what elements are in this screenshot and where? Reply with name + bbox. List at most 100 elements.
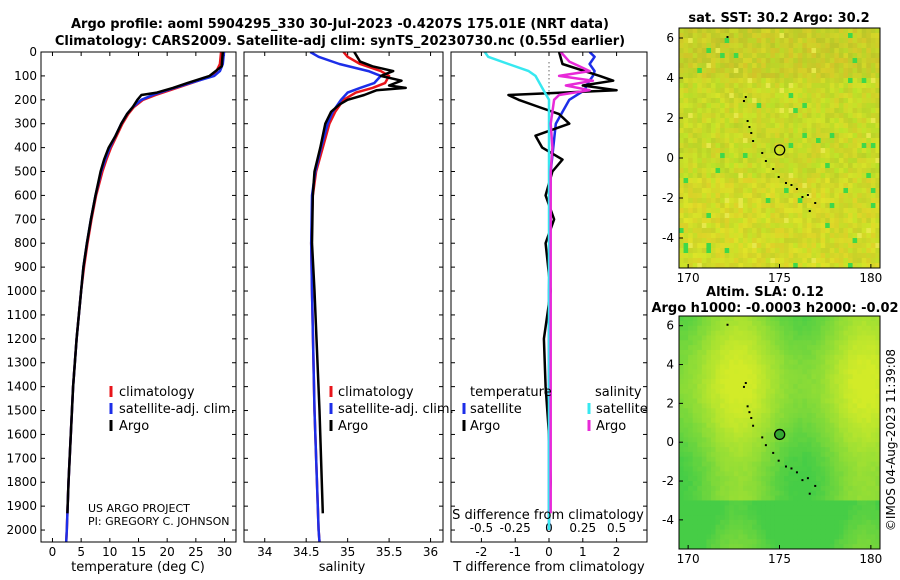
map-cell <box>724 461 730 468</box>
map-cell <box>715 78 721 84</box>
map-cell <box>738 534 744 540</box>
map-cell <box>779 88 785 94</box>
map-cell <box>806 143 813 149</box>
map-cell <box>692 354 698 361</box>
map-cell <box>806 163 813 169</box>
map-cell <box>765 485 771 492</box>
map-cell <box>848 183 854 189</box>
map-cell <box>706 364 712 370</box>
map-cell <box>752 393 758 400</box>
map-cell <box>774 345 781 351</box>
map-cell <box>710 93 717 99</box>
map-cell <box>688 258 694 264</box>
map-cell <box>861 218 867 224</box>
map-cell <box>820 500 826 506</box>
map-cell <box>852 223 858 229</box>
map-cell <box>747 108 753 114</box>
temperature-panel: 0100200300400500600700800900100011001200… <box>6 45 237 575</box>
map-cell <box>843 68 849 74</box>
map-cell <box>770 33 776 39</box>
map-cell <box>720 213 726 219</box>
map-cell <box>770 138 776 144</box>
map-cell <box>701 485 708 492</box>
map-cell <box>747 88 753 94</box>
map-cell <box>779 505 785 511</box>
map-cell <box>788 248 794 254</box>
map-cell <box>724 118 730 124</box>
map-cell <box>710 369 717 375</box>
map-cell <box>875 238 880 244</box>
map-cell <box>738 485 744 492</box>
map-cell <box>816 427 822 434</box>
map-cell <box>852 495 858 502</box>
map-cell <box>866 238 872 244</box>
map-cell <box>747 383 753 390</box>
map-cell <box>793 544 799 549</box>
map-cell <box>688 248 694 254</box>
map-cell <box>710 519 717 526</box>
map-cell <box>688 519 694 526</box>
map-cell <box>848 345 854 351</box>
map-cell <box>825 437 831 443</box>
map-cell <box>742 320 749 327</box>
map-cell <box>825 413 831 419</box>
map-cell <box>861 534 867 540</box>
map-cell <box>838 228 845 234</box>
map-cell <box>738 383 744 390</box>
map-cell <box>692 213 698 219</box>
map-cell <box>866 515 872 521</box>
map-cell <box>715 524 721 531</box>
map-cell <box>793 330 799 337</box>
map-cell <box>692 73 698 79</box>
map-cell <box>683 198 689 204</box>
map-cell <box>793 408 799 414</box>
map-cell <box>806 437 813 443</box>
map-cell <box>861 178 867 184</box>
map-cell <box>720 417 726 424</box>
series-line-temperature-satellite <box>547 52 596 530</box>
map-cell <box>857 58 863 64</box>
map-cell <box>761 113 767 119</box>
map-cell <box>747 43 753 49</box>
map-cell <box>729 258 735 264</box>
map-cell <box>816 403 822 409</box>
map-cell <box>861 505 867 511</box>
map-cell <box>779 359 785 366</box>
map-cell <box>784 524 790 531</box>
map-cell <box>784 398 790 404</box>
map-cell <box>742 383 749 390</box>
map-cell <box>825 534 831 540</box>
map-cell <box>834 529 840 536</box>
map-cell <box>866 138 872 144</box>
map-cell <box>701 447 708 453</box>
map-cell <box>816 93 822 99</box>
map-cell <box>793 388 799 395</box>
map-cell <box>738 374 744 380</box>
map-cell <box>802 43 808 49</box>
map-cell <box>742 253 749 259</box>
map-cell <box>692 248 698 254</box>
map-cell <box>747 78 753 84</box>
map-cell <box>788 48 794 54</box>
map-cell <box>784 437 790 443</box>
map-cell <box>770 495 776 502</box>
map-cell <box>825 495 831 502</box>
map-cell <box>706 28 712 34</box>
map-cell <box>820 422 826 429</box>
map-cell <box>756 505 762 511</box>
map-cell <box>870 534 877 540</box>
map-cell <box>857 515 863 521</box>
map-cell <box>770 148 776 154</box>
map-cell <box>866 78 872 84</box>
map-cell <box>688 233 694 239</box>
map-cell <box>701 248 708 254</box>
map-cell <box>692 33 698 39</box>
map-cell <box>816 193 822 199</box>
map-cell <box>706 539 712 545</box>
map-cell <box>679 43 685 49</box>
map-cell <box>692 534 698 540</box>
map-cell <box>692 330 698 337</box>
map-cell <box>774 43 781 49</box>
map-cell <box>816 228 822 234</box>
map-cell <box>838 408 845 414</box>
